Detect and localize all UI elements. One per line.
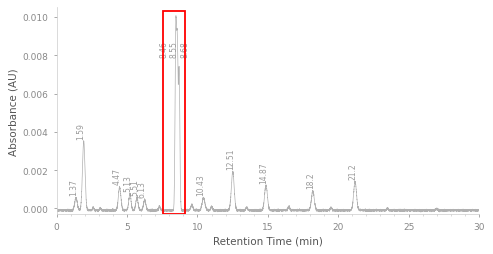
Bar bbox=[163, 12, 185, 214]
Text: 18.2: 18.2 bbox=[306, 172, 315, 188]
Text: 1.59: 1.59 bbox=[76, 122, 85, 139]
Text: 1.37: 1.37 bbox=[70, 179, 78, 195]
Text: 10.43: 10.43 bbox=[197, 173, 206, 195]
Text: 4.47: 4.47 bbox=[113, 168, 122, 185]
Text: 8.46
8.55
8.68: 8.46 8.55 8.68 bbox=[159, 41, 189, 58]
Text: 5.13: 5.13 bbox=[123, 174, 132, 192]
Text: 14.87: 14.87 bbox=[259, 161, 268, 183]
Text: 6.13: 6.13 bbox=[138, 180, 147, 197]
Text: 12.51: 12.51 bbox=[226, 148, 235, 169]
Text: 5.51: 5.51 bbox=[130, 179, 140, 195]
Text: 21.2: 21.2 bbox=[348, 163, 357, 179]
X-axis label: Retention Time (min): Retention Time (min) bbox=[213, 236, 323, 246]
Y-axis label: Absorbance (AU): Absorbance (AU) bbox=[8, 68, 18, 155]
